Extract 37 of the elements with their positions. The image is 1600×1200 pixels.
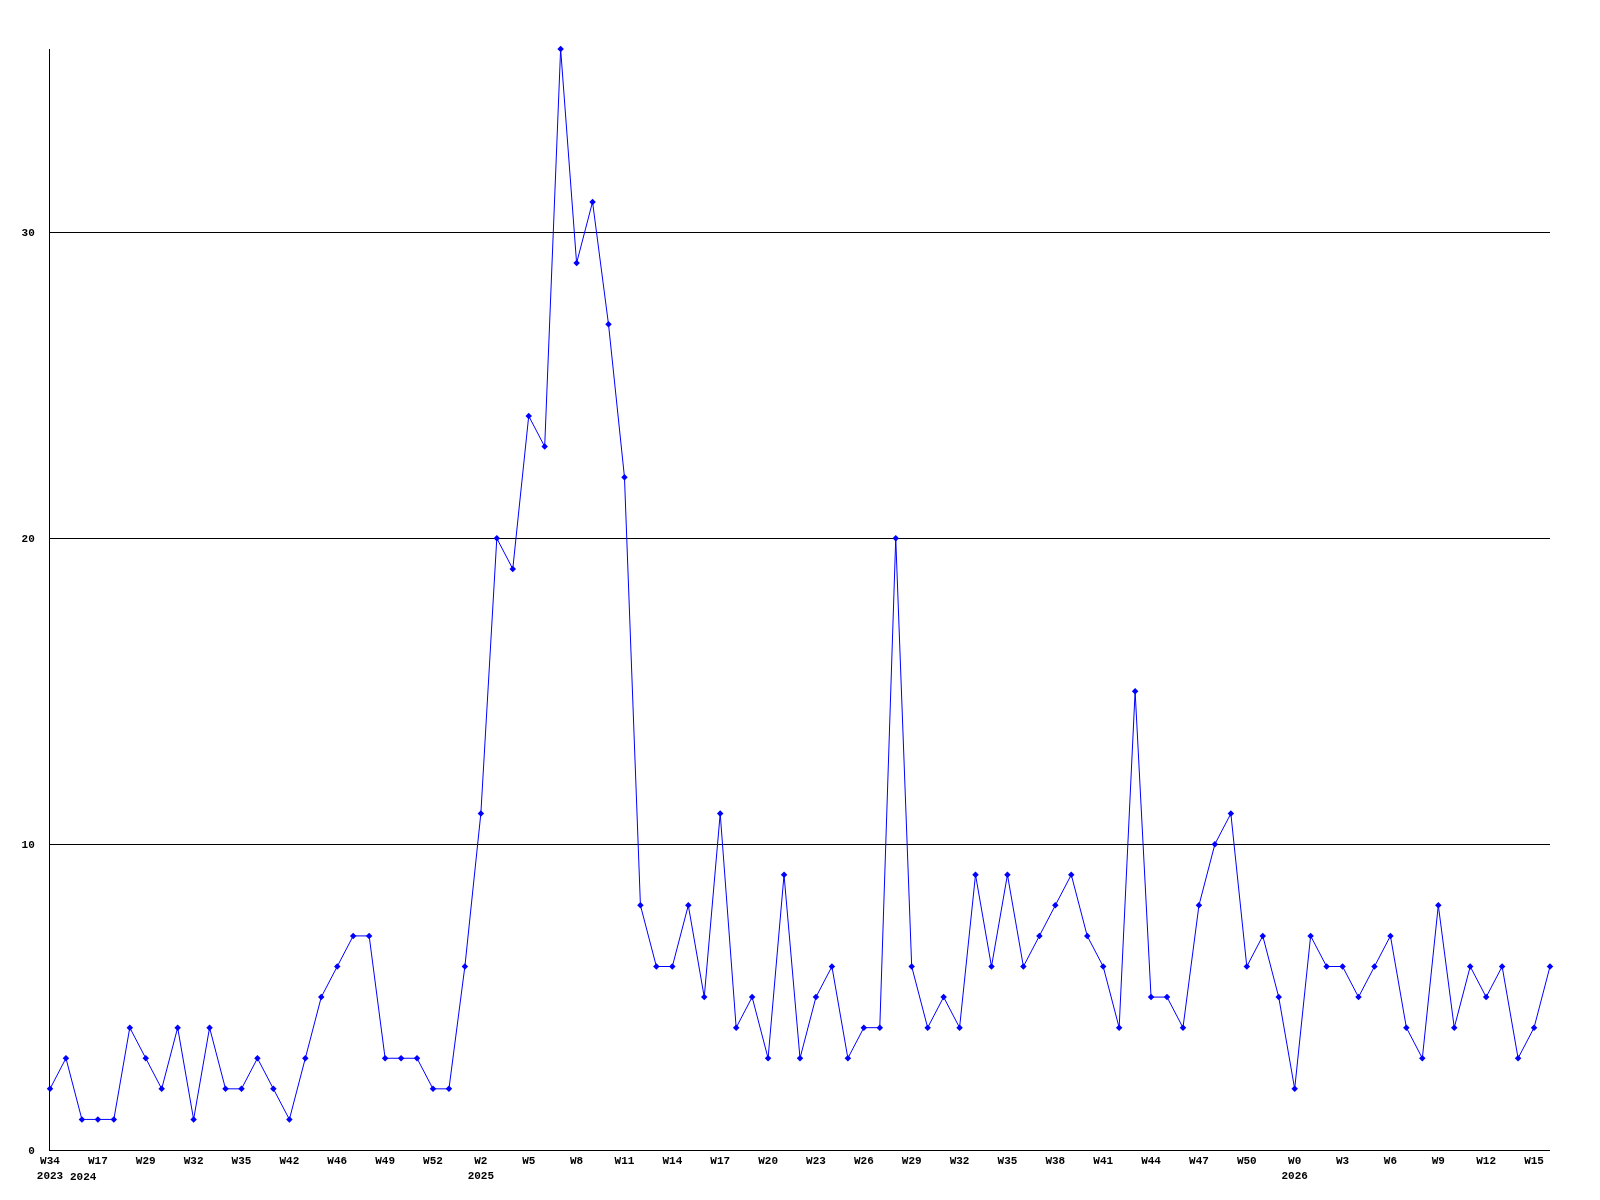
x-tick-label: W23 [806, 1155, 827, 1168]
x-tick-label: W17 [710, 1155, 731, 1168]
x-tick-label: W52 [423, 1155, 443, 1168]
x-tick-label: W8 [570, 1155, 584, 1168]
x-tick-label: W32 [949, 1155, 970, 1168]
x-tick-label: W47 [1189, 1155, 1209, 1168]
x-tick-label: W11 [614, 1155, 635, 1168]
x-tick-label: W34 2023 [36, 1155, 64, 1182]
x-tick-label: W17 [87, 1155, 108, 1168]
x-tick-label: W3 [1335, 1155, 1350, 1168]
x-tick-label: W29 [901, 1155, 922, 1168]
x-tick-label: W38 [1045, 1155, 1066, 1168]
y-tick-label: 20 [21, 533, 35, 546]
x-tick-label: W35 [997, 1155, 1018, 1168]
x-tick-label: W44 [1141, 1155, 1162, 1168]
x-tick-label: W49 [375, 1155, 396, 1168]
x-tick-label: W29 [135, 1155, 156, 1168]
y-tick-label: 30 [21, 227, 35, 240]
y-tick-label: 0 [28, 1144, 35, 1157]
x-tick-label: W9 [1431, 1155, 1445, 1168]
x-tick-label: W2 2025 [467, 1155, 495, 1182]
x-tick-label: W41 [1093, 1155, 1114, 1168]
text: 2024 [70, 1171, 97, 1183]
x-tick-label: W0 2026 [1281, 1155, 1308, 1182]
x-tick-label: W20 [758, 1155, 778, 1168]
x-tick-label: W50 [1236, 1155, 1257, 1168]
x-tick-label: W35 [231, 1155, 252, 1168]
x-tick-label: W14 [662, 1155, 683, 1168]
x-tick-label: W42 [279, 1155, 300, 1168]
x-tick-label: W26 [853, 1155, 874, 1168]
y-tick-label: 10 [21, 839, 35, 852]
x-tick-label: W15 [1524, 1155, 1545, 1168]
x-tick-label: W12 [1476, 1155, 1497, 1168]
x-tick-label: W5 [522, 1155, 536, 1168]
x-tick-label: W6 [1383, 1155, 1398, 1168]
x-tick-label: W32 [183, 1155, 204, 1168]
x-tick-label: W46 [327, 1155, 348, 1168]
